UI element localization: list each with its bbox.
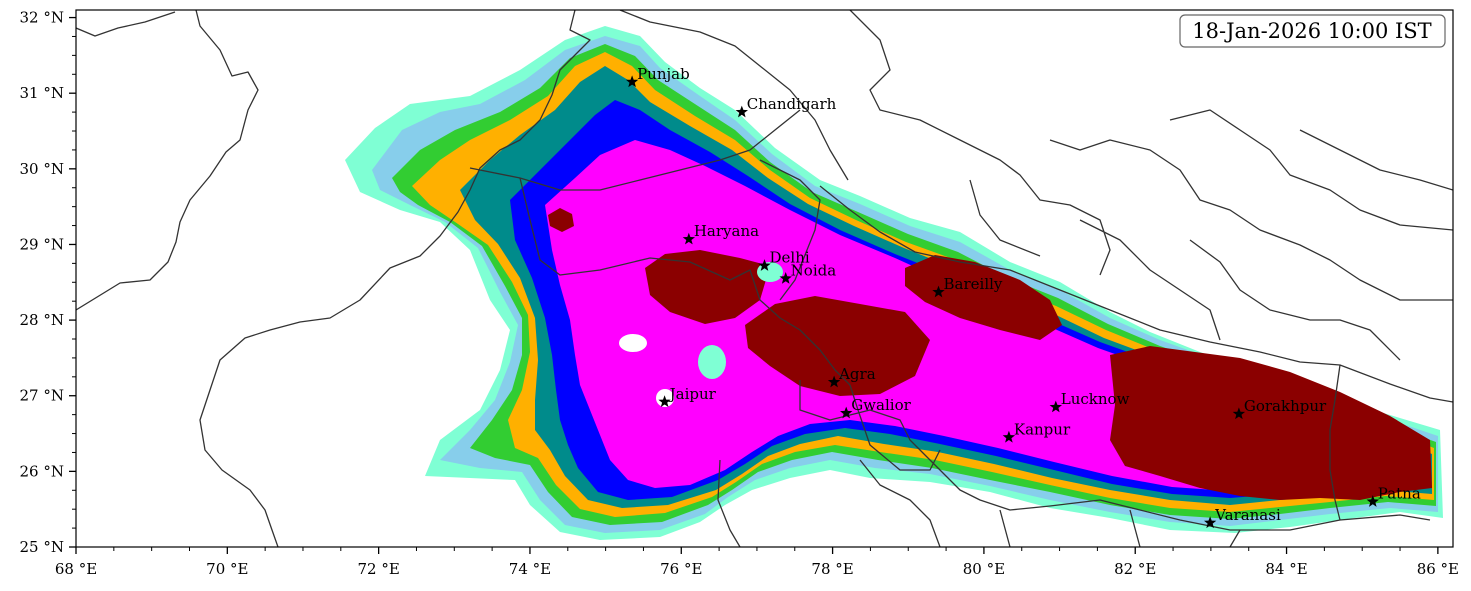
city-label-jaipur: Jaipur bbox=[668, 385, 717, 403]
border-state-punjab-haryana bbox=[469, 109, 801, 191]
x-tick-label: 72 °E bbox=[357, 560, 399, 578]
y-tick-label: 30 °N bbox=[20, 160, 64, 178]
timestamp-text: 18-Jan-2026 10:00 IST bbox=[1192, 19, 1431, 43]
city-label-gorakhpur: Gorakhpur bbox=[1244, 397, 1327, 415]
city-label-agra: Agra bbox=[838, 365, 876, 383]
city-label-punjab: Punjab bbox=[637, 65, 690, 83]
city-label-varanasi: Varanasi bbox=[1214, 506, 1281, 524]
y-tick-label: 27 °N bbox=[20, 387, 64, 405]
y-tick-label: 25 °N bbox=[20, 538, 64, 556]
city-marker-punjab bbox=[625, 75, 639, 88]
x-tick-label: 74 °E bbox=[509, 560, 551, 578]
x-tick-label: 80 °E bbox=[963, 560, 1005, 578]
y-tick-label: 31 °N bbox=[20, 84, 64, 102]
city-label-lucknow: Lucknow bbox=[1061, 390, 1130, 408]
fog-clear-pocket bbox=[698, 345, 726, 379]
city-label-noida: Noida bbox=[791, 262, 837, 280]
border-state-rajasthan bbox=[519, 177, 941, 471]
fog-level-8-bareilly bbox=[905, 255, 1062, 340]
border-state-up-bihar bbox=[1329, 364, 1341, 521]
city-marker-lucknow bbox=[1049, 400, 1062, 413]
fog-level-8-east bbox=[1110, 346, 1432, 500]
city-marker-agra bbox=[827, 375, 841, 388]
border-india-nepal bbox=[819, 185, 1453, 403]
city-label-gwalior: Gwalior bbox=[851, 396, 911, 414]
fog-field bbox=[345, 26, 1443, 540]
city-marker-jaipur bbox=[658, 395, 671, 407]
city-marker-patna bbox=[1366, 495, 1379, 507]
border-pakistan-india bbox=[199, 10, 591, 547]
timestamp-box-frame bbox=[1179, 14, 1446, 48]
city-marker-delhi bbox=[758, 259, 771, 271]
city-marker-varanasi bbox=[1204, 516, 1217, 529]
border-afghanistan-pakistan bbox=[76, 10, 259, 311]
city-marker-chandigarh bbox=[735, 105, 748, 118]
x-tick-label: 70 °E bbox=[206, 560, 248, 578]
x-tick-label: 86 °E bbox=[1417, 560, 1459, 578]
fog-clear-pocket bbox=[619, 334, 647, 352]
city-marker-bareilly bbox=[932, 285, 945, 298]
city-label-patna: Patna bbox=[1378, 485, 1421, 503]
fog-level-8-punjab bbox=[548, 208, 574, 232]
x-tick-label: 68 °E bbox=[55, 560, 97, 578]
city-label-delhi: Delhi bbox=[770, 249, 810, 267]
border-state-mp-south bbox=[717, 459, 1241, 547]
border-state-up-mp bbox=[759, 159, 1431, 531]
x-tick-label: 76 °E bbox=[660, 560, 702, 578]
x-tick-label: 78 °E bbox=[811, 560, 853, 578]
y-tick-label: 32 °N bbox=[20, 9, 64, 27]
y-tick-label: 26 °N bbox=[20, 462, 64, 480]
city-label-kanpur: Kanpur bbox=[1014, 420, 1071, 438]
city-marker-noida bbox=[779, 272, 792, 284]
city-marker-kanpur bbox=[1002, 430, 1016, 443]
x-tick-label: 82 °E bbox=[1114, 560, 1156, 578]
city-marker-gwalior bbox=[840, 406, 853, 419]
x-tick-label: 84 °E bbox=[1265, 560, 1307, 578]
fog-level-8-west bbox=[645, 250, 770, 324]
border-nepal-districts bbox=[849, 10, 1453, 361]
y-tick-label: 28 °N bbox=[20, 311, 64, 329]
y-tick-label: 29 °N bbox=[20, 235, 64, 253]
timestamp-box: 18-Jan-2026 10:00 IST bbox=[1179, 14, 1446, 48]
boundaries bbox=[76, 10, 1453, 547]
city-label-bareilly: Bareilly bbox=[944, 275, 1003, 293]
axis-layer: 68 °E 70 °E 72 °E 74 °E 76 °E 78 °E 80 °E 82 °E… bbox=[20, 9, 1460, 578]
city-label-chandigarh: Chandigarh bbox=[747, 95, 837, 113]
city-marker-gorakhpur bbox=[1232, 407, 1246, 420]
plot-frame bbox=[75, 9, 1454, 548]
border-india-china bbox=[619, 10, 849, 181]
fog-level-8-central bbox=[745, 296, 930, 396]
city-marker-haryana bbox=[682, 232, 695, 245]
city-label-haryana: Haryana bbox=[694, 222, 759, 240]
